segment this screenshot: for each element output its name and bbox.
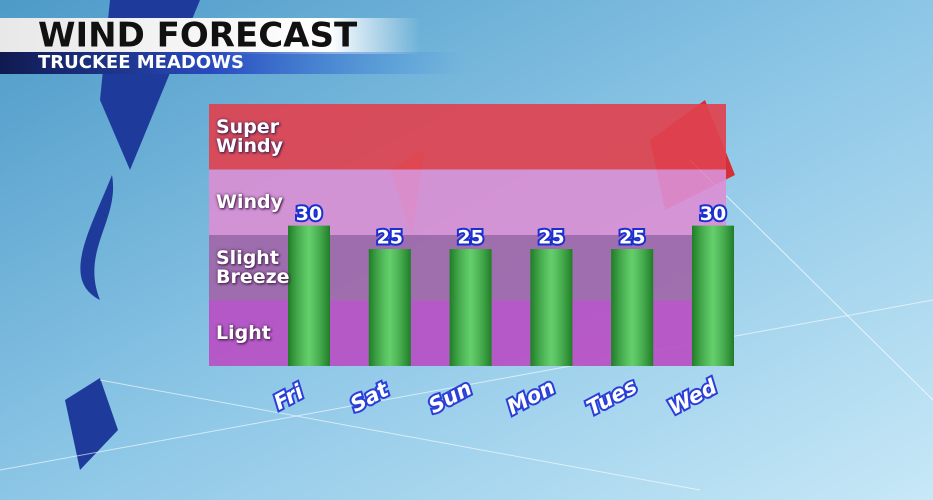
bar-shine	[692, 225, 734, 366]
band	[209, 169, 726, 235]
band-label: Super Windy	[216, 115, 283, 157]
band-label: Slight Breeze	[216, 246, 290, 288]
bar-shine	[288, 225, 330, 366]
value-label: 30	[700, 203, 726, 225]
value-label: 30	[296, 203, 322, 225]
subtitle-banner	[0, 52, 620, 74]
band-label: Light	[216, 321, 271, 344]
band	[209, 104, 726, 170]
bar-shine	[530, 249, 573, 366]
title-banner	[0, 18, 600, 54]
bar-shine	[449, 249, 492, 366]
chart-subtitle: TRUCKEE MEADOWS	[38, 52, 244, 73]
bars: 30 25 25 25 25 30	[288, 201, 734, 366]
value-label: 25	[619, 227, 645, 249]
chart-title: WIND FORECAST	[38, 16, 358, 56]
bar-shine	[611, 249, 654, 366]
value-label: 25	[377, 227, 403, 249]
value-label: 25	[538, 227, 564, 249]
value-label: 25	[457, 227, 483, 249]
band-label: Windy	[216, 190, 283, 213]
bar-shine	[368, 249, 411, 366]
